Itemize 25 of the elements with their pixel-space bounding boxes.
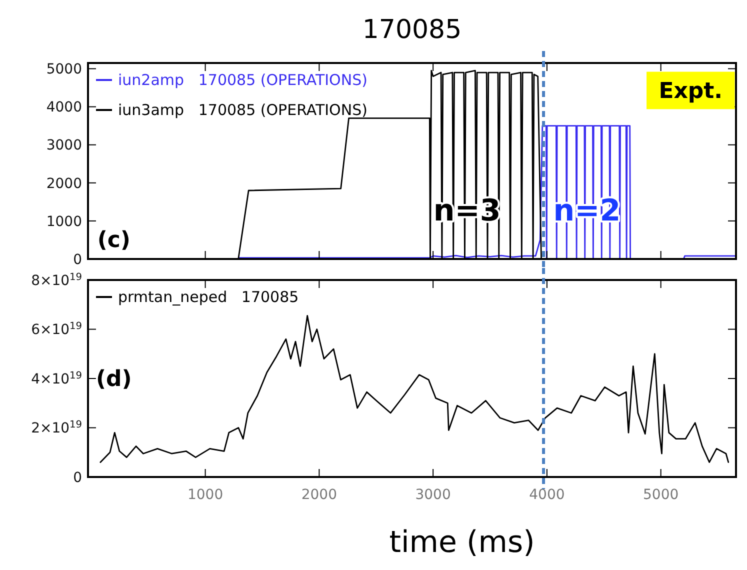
y-tick-label: 8×10$^{19}$ (31, 271, 82, 289)
x-tick-label: 1000 (187, 487, 224, 503)
x-axis-title: time (ms) (389, 525, 535, 560)
y-tick-label: 1000 (46, 214, 82, 230)
x-tick-label: 5000 (643, 487, 679, 503)
y-tick-label: 0 (73, 252, 82, 268)
y-tick-label: 3000 (46, 138, 82, 154)
y-tick-label: 4×10$^{19}$ (31, 370, 82, 388)
y-tick-label: 4000 (46, 100, 82, 116)
y-tick-label: 2000 (46, 176, 82, 192)
legend-label: iun3amp 170085 (OPERATIONS) (118, 101, 368, 119)
y-tick-label: 5000 (46, 62, 82, 78)
annotation: Expt. (658, 79, 723, 104)
annotation: (c) (97, 228, 130, 254)
legend-label: prmtan_neped 170085 (118, 288, 299, 306)
annotation: (d) (96, 367, 132, 392)
x-tick-label: 4000 (529, 487, 565, 503)
x-tick-label: 2000 (301, 487, 338, 503)
chart-title: 170085 (362, 15, 462, 45)
y-tick-label: 2×10$^{19}$ (31, 419, 82, 437)
legend-label: iun2amp 170085 (OPERATIONS) (118, 71, 368, 89)
line-series (238, 125, 737, 260)
y-tick-label: 6×10$^{19}$ (31, 320, 82, 338)
y-tick-label: 0 (73, 470, 82, 486)
x-tick-label: 3000 (415, 487, 451, 503)
